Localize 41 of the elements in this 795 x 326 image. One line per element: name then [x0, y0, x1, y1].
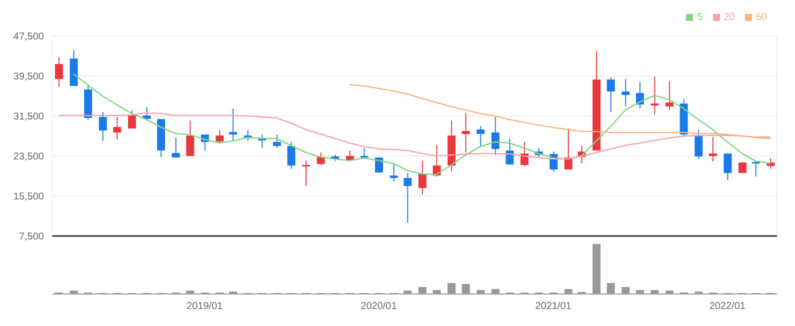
- candlestick: [708, 136, 717, 162]
- candlestick: [390, 164, 398, 182]
- x-tick-label: 2022/01: [709, 301, 746, 312]
- legend-label: 60: [756, 12, 767, 23]
- y-tick-label: 23,500: [13, 152, 44, 163]
- candlestick: [229, 108, 238, 141]
- y-tick-label: 7,500: [18, 232, 44, 243]
- candlestick: [272, 134, 281, 148]
- candlestick: [724, 153, 732, 180]
- line-series: [348, 84, 771, 140]
- candlestick: [606, 77, 615, 112]
- y-tick-label: 31,500: [13, 112, 44, 123]
- legend-label: 20: [724, 12, 735, 23]
- candlestick: [752, 162, 760, 177]
- candlestick: [491, 116, 500, 156]
- candlestick: [666, 80, 674, 110]
- candlestick: [694, 130, 703, 160]
- candlestick: [128, 110, 136, 129]
- candlestick: [622, 78, 630, 106]
- candlestick: [302, 160, 310, 186]
- candlestick: [287, 142, 296, 170]
- x-tick-label: 2020/01: [360, 301, 398, 312]
- candlestick: [172, 137, 180, 158]
- candlestick: [476, 126, 485, 148]
- x-tick-label: 2021/01: [535, 301, 572, 312]
- x-tick-label: 2019/01: [186, 301, 224, 312]
- candlestick: [186, 120, 194, 156]
- candlestick: [216, 130, 224, 144]
- y-tick-label: 47,500: [13, 32, 44, 43]
- candlestick: [375, 157, 384, 174]
- candlestick: [55, 56, 63, 88]
- y-tick-label: 15,500: [13, 192, 44, 203]
- candlestick: [316, 152, 325, 166]
- candlestick: [418, 160, 426, 195]
- candlestick: [462, 112, 470, 153]
- y-tick-label: 39,500: [13, 72, 44, 83]
- candlestick: [113, 116, 122, 140]
- candlestick: [404, 172, 412, 224]
- legend-label: 5: [697, 12, 703, 23]
- candlestick: [650, 76, 659, 115]
- candlestick: [98, 112, 107, 142]
